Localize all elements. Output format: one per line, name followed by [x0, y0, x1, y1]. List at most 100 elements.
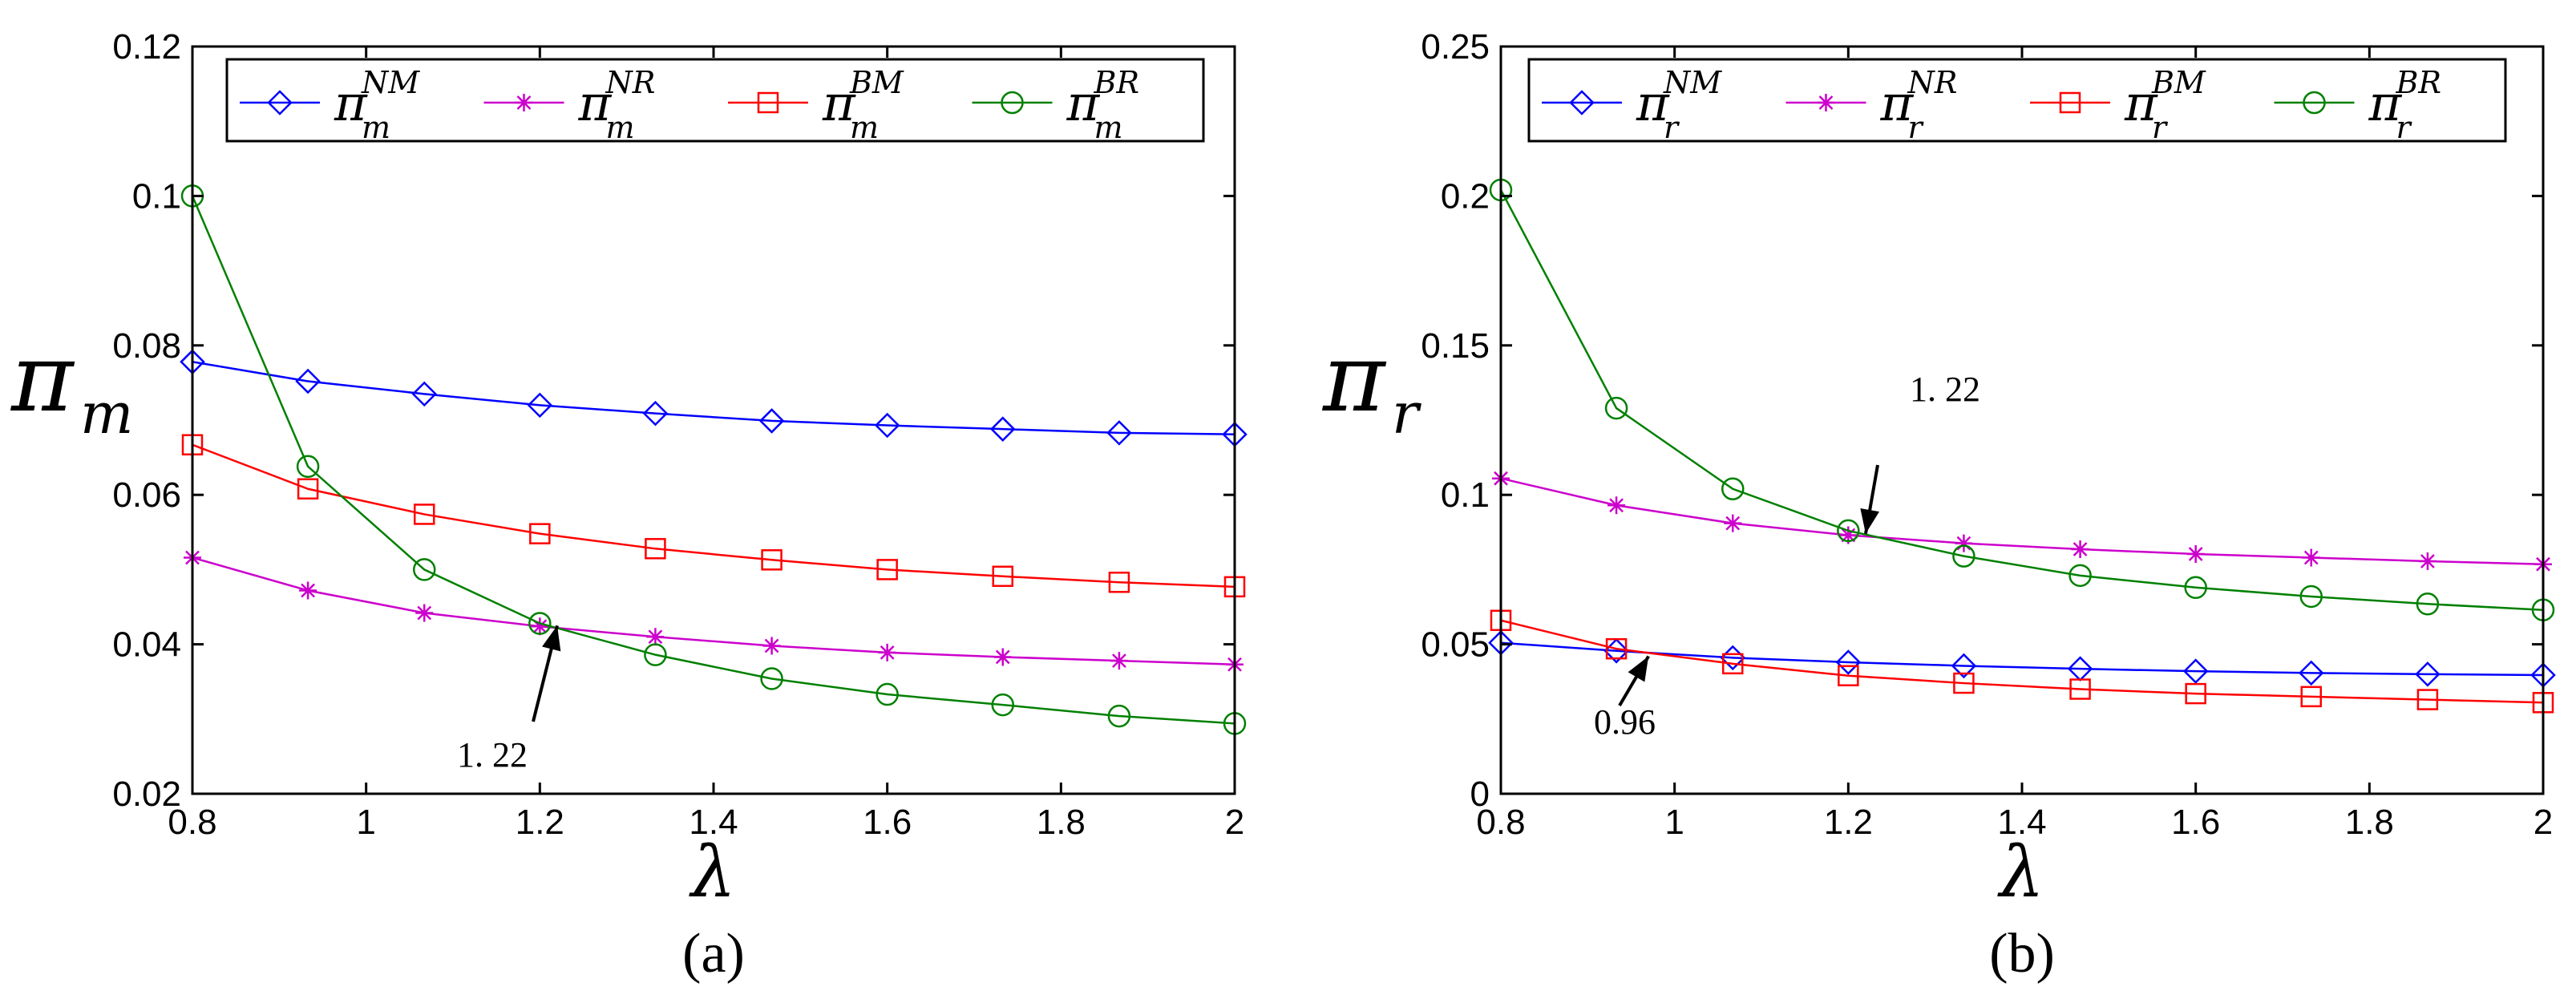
- y-tick-label: 0.08: [112, 326, 181, 366]
- x-tick-label: 1.8: [2345, 803, 2394, 842]
- y-tick-label: 0.02: [112, 775, 181, 814]
- legend-label-sup: BR: [1094, 65, 1140, 100]
- data-point-nr: [2186, 545, 2205, 564]
- y-tick-label: 0.12: [112, 27, 181, 67]
- data-point-nr: [993, 648, 1012, 666]
- legend-box: [225, 58, 1205, 143]
- data-point-bm: [876, 559, 898, 580]
- data-point-br: [1721, 477, 1745, 500]
- data-point-nr: [1607, 496, 1626, 515]
- data-point-br: [1604, 396, 1628, 420]
- legend-marker-br: [2303, 91, 2326, 115]
- data-point-nm: [989, 416, 1016, 442]
- data-point-nm: [411, 381, 438, 407]
- data-point-nm: [1835, 649, 1862, 675]
- ylabel-sub-b: r: [1392, 381, 1421, 447]
- data-point-br: [2299, 584, 2323, 609]
- data-point-bm: [1953, 672, 1975, 694]
- data-point-nr: [646, 628, 665, 646]
- legend-marker-nr: [1817, 94, 1835, 111]
- data-point-nm: [2298, 660, 2324, 686]
- data-point-br: [2184, 576, 2207, 600]
- data-point-br: [644, 643, 667, 666]
- annotation-label: 0.96: [1594, 702, 1656, 742]
- data-point-bm: [2069, 678, 2091, 700]
- ylabel-a: π: [10, 322, 75, 433]
- x-tick-label: 1.2: [516, 803, 564, 842]
- data-point-bm: [1605, 637, 1628, 660]
- data-point-bm: [645, 538, 666, 560]
- panel-a: 0.8 1 1.2 1.4 1.6 1.8 2 0.02 0.04 0.06 0.08 0.1 0.12…: [10, 27, 1248, 985]
- data-point-nr: [878, 643, 896, 661]
- legend-label-nr: π: [1880, 74, 1915, 132]
- caption-b: (b): [1989, 923, 2055, 985]
- data-point-bm: [414, 504, 435, 525]
- data-point-nr: [1839, 526, 1858, 544]
- x-tick-label: 1.2: [1824, 803, 1873, 842]
- series-line-br: [191, 195, 1235, 725]
- x-tick-label: 1.6: [2171, 803, 2220, 842]
- data-point-bm: [297, 478, 319, 500]
- data-point-nr: [415, 604, 434, 622]
- legend-label-sup: BM: [2151, 65, 2206, 100]
- legend-label-sub: r: [2396, 110, 2413, 145]
- data-point-bm: [2416, 689, 2439, 710]
- x-tick-label: 2: [1225, 803, 1244, 842]
- data-point-nr: [299, 581, 317, 600]
- x-tick-label: 1.4: [1997, 803, 2046, 842]
- legend-marker-bm: [757, 91, 779, 114]
- data-point-br: [876, 682, 899, 706]
- legend-label-nm: π: [1636, 74, 1670, 132]
- legend-label-sub: m: [850, 110, 879, 145]
- data-point-br: [1107, 704, 1131, 728]
- data-point-br: [991, 693, 1014, 717]
- x-tick-label: 1.6: [863, 803, 912, 842]
- legend-marker-nm: [1569, 90, 1595, 115]
- data-point-bm: [1722, 653, 1744, 675]
- data-point-nr: [531, 617, 549, 636]
- legend-label-bm: π: [2124, 74, 2158, 132]
- annotation-label: 1. 22: [457, 735, 528, 775]
- xlabel-a: λ: [689, 831, 736, 913]
- series-line-nr: [1500, 477, 2544, 565]
- series-line-nm: [1500, 641, 2544, 677]
- legend-label-sup: BR: [2396, 65, 2442, 100]
- data-point-nr: [1110, 652, 1128, 670]
- data-point-bm: [1838, 665, 1859, 686]
- data-point-nr: [2302, 548, 2320, 567]
- legend-label-sup: NR: [1907, 65, 1958, 100]
- legend-label-br: π: [1066, 74, 1101, 132]
- x-tick-label: 1: [356, 803, 375, 842]
- data-point-bm: [1108, 571, 1130, 593]
- data-point-nm: [758, 408, 785, 434]
- data-point-bm: [2300, 686, 2322, 708]
- data-point-nr: [1955, 534, 1973, 552]
- x-tick-label: 1: [1664, 803, 1684, 842]
- legend-label-sub: r: [2152, 110, 2169, 145]
- data-point-nr: [2071, 540, 2089, 559]
- y-tick-label: 0: [1470, 775, 1490, 814]
- data-point-nr: [1724, 514, 1742, 532]
- data-point-nm: [527, 392, 553, 419]
- legend-label-sub: m: [606, 110, 635, 145]
- data-point-nm: [1106, 420, 1132, 446]
- legend-label-nr: π: [578, 74, 613, 132]
- y-tick-label: 0.15: [1421, 326, 1490, 366]
- y-tick-label: 0.04: [112, 625, 181, 665]
- data-point-nm: [2415, 661, 2441, 687]
- legend-marker-br: [1001, 91, 1024, 115]
- data-point-nm: [642, 400, 669, 427]
- y-tick-label: 0.06: [112, 475, 181, 515]
- data-point-nm: [874, 412, 900, 439]
- data-point-bm: [529, 523, 551, 544]
- x-tick-label: 1.4: [689, 803, 738, 842]
- x-tick-label: 0.8: [1476, 803, 1525, 842]
- annotation-label: 1. 22: [1910, 370, 1980, 409]
- data-point-br: [2416, 593, 2440, 616]
- data-point-br: [1837, 519, 1860, 543]
- series-line-nm: [192, 361, 1235, 435]
- data-point-br: [1952, 544, 1975, 568]
